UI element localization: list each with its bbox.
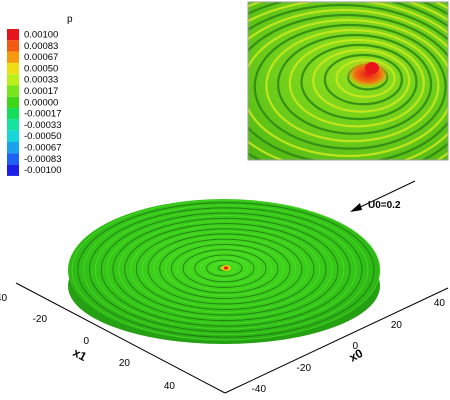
disk-ring-3: [206, 259, 243, 277]
x1-tick-3: 20: [119, 358, 131, 369]
disk-ring-21: [100, 212, 351, 327]
legend-label-9: -0.00050: [24, 131, 62, 142]
disk-ring-26: [71, 199, 381, 341]
inset-ring-5: [300, 43, 418, 121]
inset-ring-2: [335, 58, 396, 98]
x1-axis-line: [15, 282, 226, 394]
x1-tick-1: -20: [33, 314, 48, 325]
legend-label-10: -0.00067: [24, 143, 62, 154]
disk-ring-24: [83, 204, 369, 335]
flow-label: U0=0.2: [368, 200, 401, 211]
x0-tick-4: 40: [434, 298, 446, 309]
axes-3d: -40 -20 0 20 40 -40 -20 0 20 40 x1 x0: [0, 282, 449, 395]
legend-swatch-4: [7, 74, 19, 86]
disk-ring-5: [194, 254, 255, 283]
disk-ring-16: [130, 225, 321, 313]
disk-ring-7: [182, 249, 267, 288]
legend-swatch-3: [7, 62, 19, 75]
legend-swatch-2: [7, 51, 19, 63]
disk-ring-8: [176, 246, 273, 291]
disk-ring-23: [89, 207, 363, 333]
disk-wave-rings: [71, 199, 381, 341]
inset-ring-12: [248, 8, 448, 160]
disk-center-core: [224, 266, 228, 270]
inset-ring-10: [248, 18, 448, 158]
inset-frame: [247, 1, 449, 161]
inset-peak-core: [365, 62, 379, 74]
x1-axis-title: x1: [71, 345, 90, 364]
legend-swatch-5: [7, 85, 19, 97]
disk-ring-9: [170, 244, 279, 294]
disk-ring-17: [124, 223, 327, 316]
legend-label-7: -0.00017: [24, 109, 62, 120]
legend-label-12: -0.00100: [24, 165, 62, 176]
inset-wave-rings: [248, 2, 448, 160]
inset-view: [247, 1, 449, 161]
legend-swatch-10: [7, 142, 19, 154]
x0-tick-2: 0: [352, 341, 358, 352]
legend-label-1: 0.00083: [24, 41, 58, 52]
legend-swatch-8: [7, 119, 19, 131]
color-legend: p 0.001000.000830.000670.000500.000330.0…: [7, 14, 73, 176]
inset-ring-9: [253, 23, 447, 150]
legend-label-11: -0.00083: [24, 154, 62, 165]
inset-ring-11: [248, 13, 448, 160]
x0-tick-1: -20: [297, 363, 312, 374]
disk-ring-13: [147, 233, 303, 305]
x0-tick-3: 20: [391, 320, 403, 331]
disk-ring-10: [165, 241, 285, 296]
inset-ring-3: [323, 53, 403, 106]
disk-ring-15: [135, 228, 315, 310]
disk-ring-19: [112, 217, 339, 322]
disk-ring-2: [212, 262, 237, 274]
legend-swatch-11: [7, 153, 19, 165]
disk-ring-6: [188, 252, 261, 285]
legend-label-8: -0.00033: [24, 120, 62, 131]
legend-label-6: 0.00000: [24, 97, 58, 108]
legend-swatch-1: [7, 40, 19, 52]
inset-ring-7: [277, 33, 433, 135]
flow-arrow-line: [353, 180, 416, 211]
legend-label-2: 0.00067: [24, 52, 58, 63]
legend-title: p: [67, 14, 73, 25]
x1-tick-4: 40: [164, 381, 176, 392]
legend-label-5: 0.00017: [24, 86, 58, 97]
disk-ring-12: [153, 236, 297, 302]
legend-swatch-7: [7, 108, 19, 120]
disk-ring-22: [95, 210, 357, 330]
legend-label-4: 0.00033: [24, 75, 58, 86]
legend-swatch-0: [7, 29, 19, 41]
legend-label-0: 0.00100: [24, 30, 58, 41]
disk-ring-14: [141, 231, 309, 308]
x1-tick-0: -40: [0, 293, 7, 304]
legend-label-3: 0.00050: [24, 63, 58, 74]
disk-ring-20: [106, 215, 345, 324]
pressure-surface-disk: [68, 199, 381, 344]
inset-pressure-peak: [346, 60, 390, 88]
disk-ring-25: [77, 202, 375, 338]
disk-ring-11: [159, 238, 291, 299]
legend-swatch-12: [7, 164, 19, 176]
x0-tick-0: -40: [252, 384, 267, 395]
inset-ring-6: [288, 38, 425, 128]
disk-ring-4: [200, 257, 249, 280]
inset-ring-4: [312, 48, 411, 113]
legend-swatch-9: [7, 130, 19, 142]
flow-arrowhead: [350, 203, 362, 212]
disk-ring-18: [118, 220, 333, 319]
inset-ring-8: [265, 28, 440, 143]
inset-ring-13: [248, 3, 448, 160]
flow-indicator: U0=0.2: [350, 180, 416, 212]
x0-axis-title: x0: [347, 346, 366, 365]
x1-tick-2: 0: [83, 336, 89, 347]
legend-swatch-6: [7, 96, 19, 109]
x0-axis-line: [224, 287, 449, 394]
